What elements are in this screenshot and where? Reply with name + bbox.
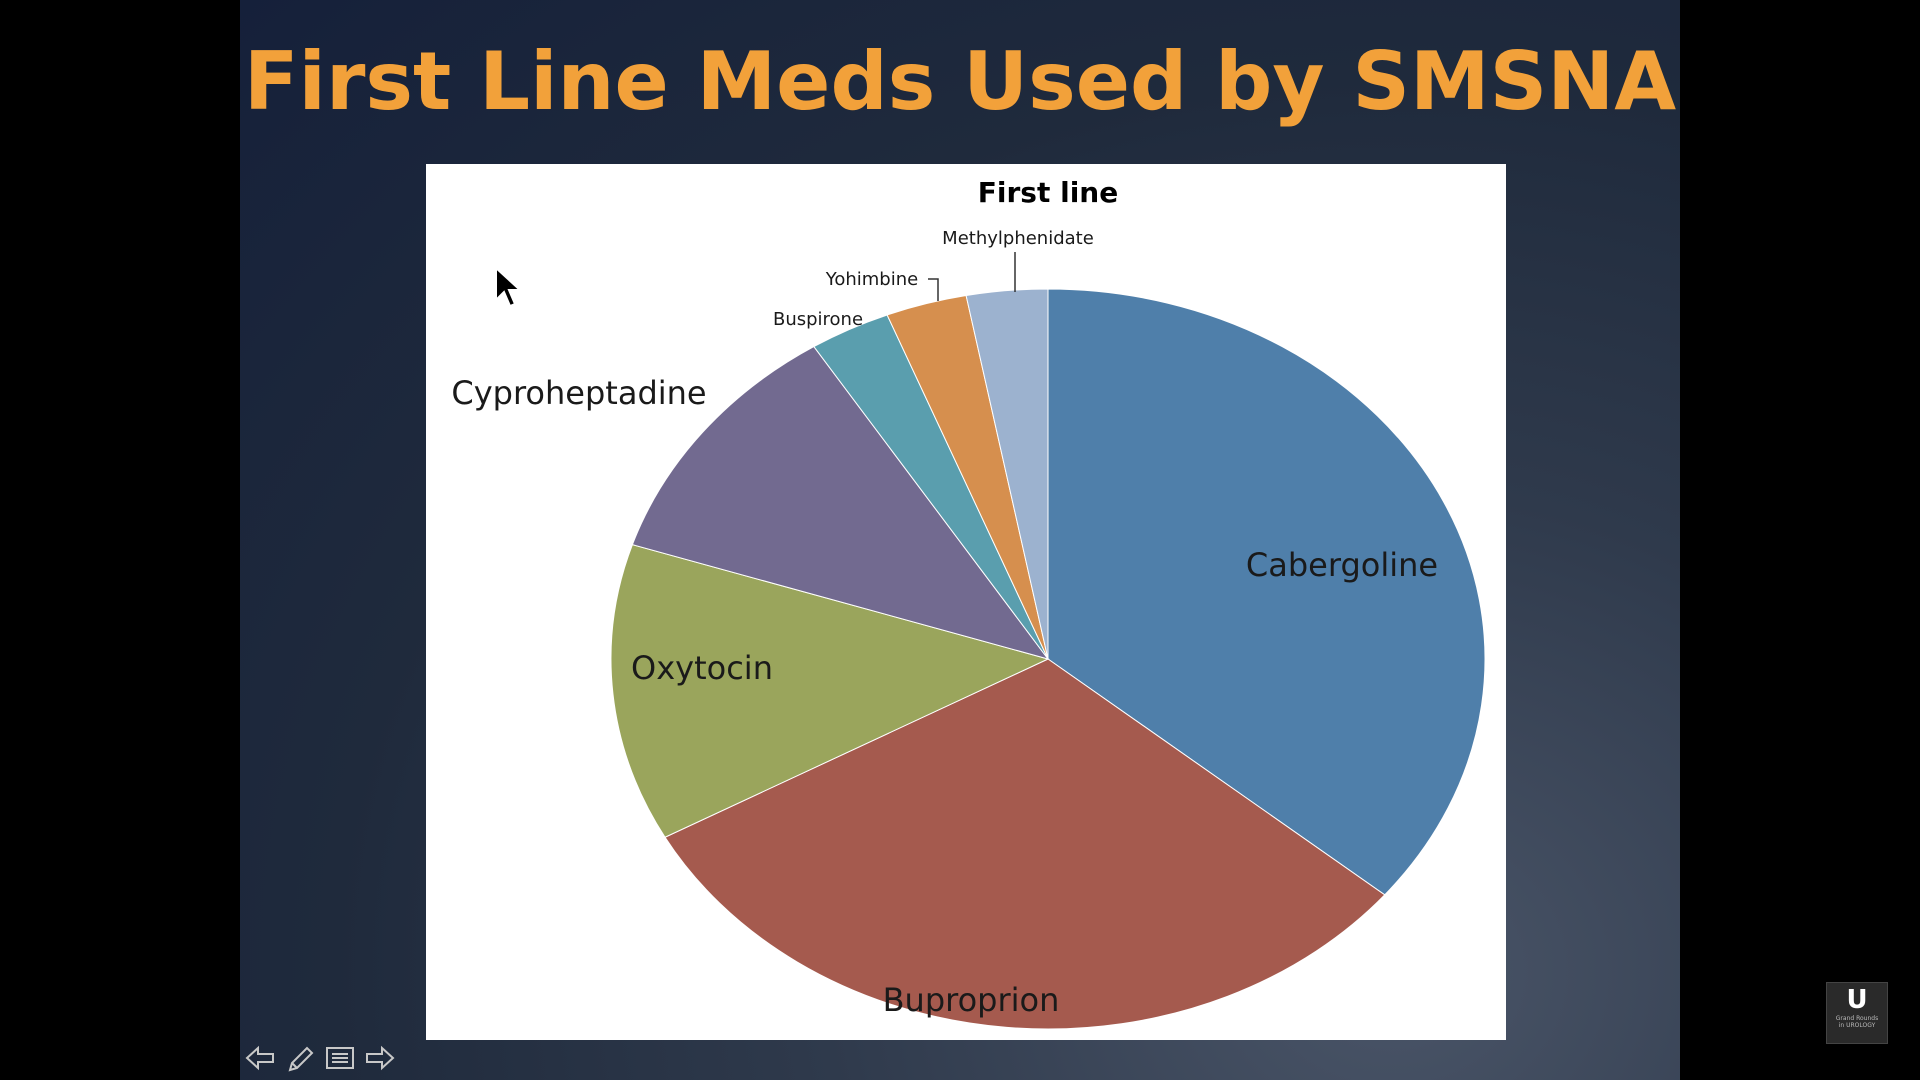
slide-menu-button[interactable] bbox=[322, 1040, 358, 1076]
slice-label-methylphenidate: Methylphenidate bbox=[942, 228, 1094, 249]
chart-title: First line bbox=[978, 176, 1118, 209]
leader-line-yohimbine bbox=[928, 278, 939, 301]
pen-tool-button[interactable] bbox=[282, 1040, 318, 1076]
pie-slice-cyproheptadine bbox=[631, 345, 1050, 660]
slice-label-buspirone: Buspirone bbox=[773, 309, 863, 330]
slideshow-controls bbox=[242, 1040, 402, 1076]
logo-text-top: Grand Rounds bbox=[1835, 1015, 1879, 1022]
mouse-cursor-icon bbox=[495, 266, 522, 308]
pie-chart: First line Cabergoline Buproprion Oxytocin… bbox=[451, 176, 1486, 1030]
slice-label-cyproheptadine: Cyproheptadine bbox=[451, 374, 706, 412]
chart-panel: First line Cabergoline Buproprion Oxytocin… bbox=[426, 164, 1506, 1040]
slice-label-oxytocin: Oxytocin bbox=[631, 649, 773, 687]
pie-slices bbox=[610, 288, 1486, 1030]
pie-slice-methylphenidate bbox=[965, 288, 1049, 660]
pie-slice-cabergoline bbox=[1047, 288, 1486, 896]
logo-letter: U bbox=[1846, 985, 1868, 1015]
next-slide-button[interactable] bbox=[362, 1040, 398, 1076]
prev-slide-button[interactable] bbox=[242, 1040, 278, 1076]
channel-logo: U Grand Rounds in UROLOGY bbox=[1826, 982, 1888, 1044]
slice-labels: Cabergoline Buproprion Oxytocin Cyproheptad… bbox=[451, 228, 1438, 1019]
slice-label-yohimbine: Yohimbine bbox=[825, 269, 918, 290]
slice-label-buproprion: Buproprion bbox=[883, 981, 1060, 1019]
menu-icon bbox=[326, 1047, 354, 1069]
logo-text-bottom: in UROLOGY bbox=[1838, 1022, 1876, 1029]
presentation-slide: First Line Meds Used by SMSNA First line… bbox=[240, 0, 1680, 1080]
pen-icon bbox=[288, 1046, 314, 1072]
pie-slice-oxytocin bbox=[610, 544, 1050, 838]
next-arrow-icon bbox=[366, 1045, 395, 1071]
prev-arrow-icon bbox=[245, 1045, 274, 1071]
slice-label-cabergoline: Cabergoline bbox=[1246, 546, 1438, 584]
pie-slice-buproprion bbox=[664, 658, 1386, 1030]
leader-lines bbox=[928, 252, 1016, 301]
slide-title: First Line Meds Used by SMSNA bbox=[243, 35, 1677, 128]
